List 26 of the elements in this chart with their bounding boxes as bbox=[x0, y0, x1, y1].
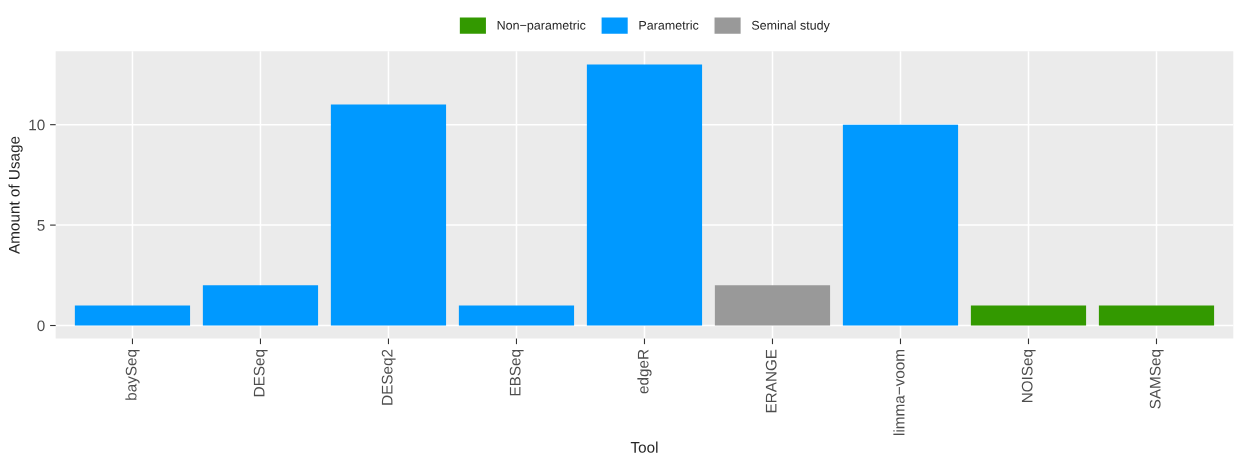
bar bbox=[970, 305, 1087, 326]
bar bbox=[74, 305, 191, 326]
bar bbox=[842, 124, 959, 326]
y-axis-title: Amount of Usage bbox=[8, 136, 23, 254]
legend-label: Seminal study bbox=[751, 20, 830, 33]
x-tick-label: limma−voom bbox=[893, 350, 905, 435]
x-tick-label: EBSeq bbox=[509, 349, 524, 396]
bar bbox=[202, 285, 319, 326]
y-tick-label: 0 bbox=[37, 320, 45, 332]
bar bbox=[458, 305, 575, 326]
legend-label: Non−parametric bbox=[497, 20, 586, 33]
bar bbox=[714, 285, 831, 326]
bar bbox=[330, 104, 447, 326]
x-axis-title: Tool bbox=[630, 441, 658, 453]
bar bbox=[1098, 305, 1215, 326]
x-tick-label: SAMSeq bbox=[1149, 349, 1164, 409]
x-tick-label: DESeq2 bbox=[381, 349, 396, 405]
legend-label: Parametric bbox=[639, 20, 699, 30]
x-tick-label: edgeR bbox=[637, 349, 652, 394]
x-tick-label: baySeq bbox=[125, 349, 140, 400]
bar bbox=[586, 64, 703, 326]
x-tick-label: DESeq bbox=[253, 349, 268, 397]
x-tick-label: NOISeq bbox=[1021, 349, 1036, 403]
y-tick-label: 5 bbox=[37, 220, 45, 231]
x-tick-label: ERANGE bbox=[765, 349, 777, 413]
y-tick-label: 10 bbox=[29, 119, 45, 131]
